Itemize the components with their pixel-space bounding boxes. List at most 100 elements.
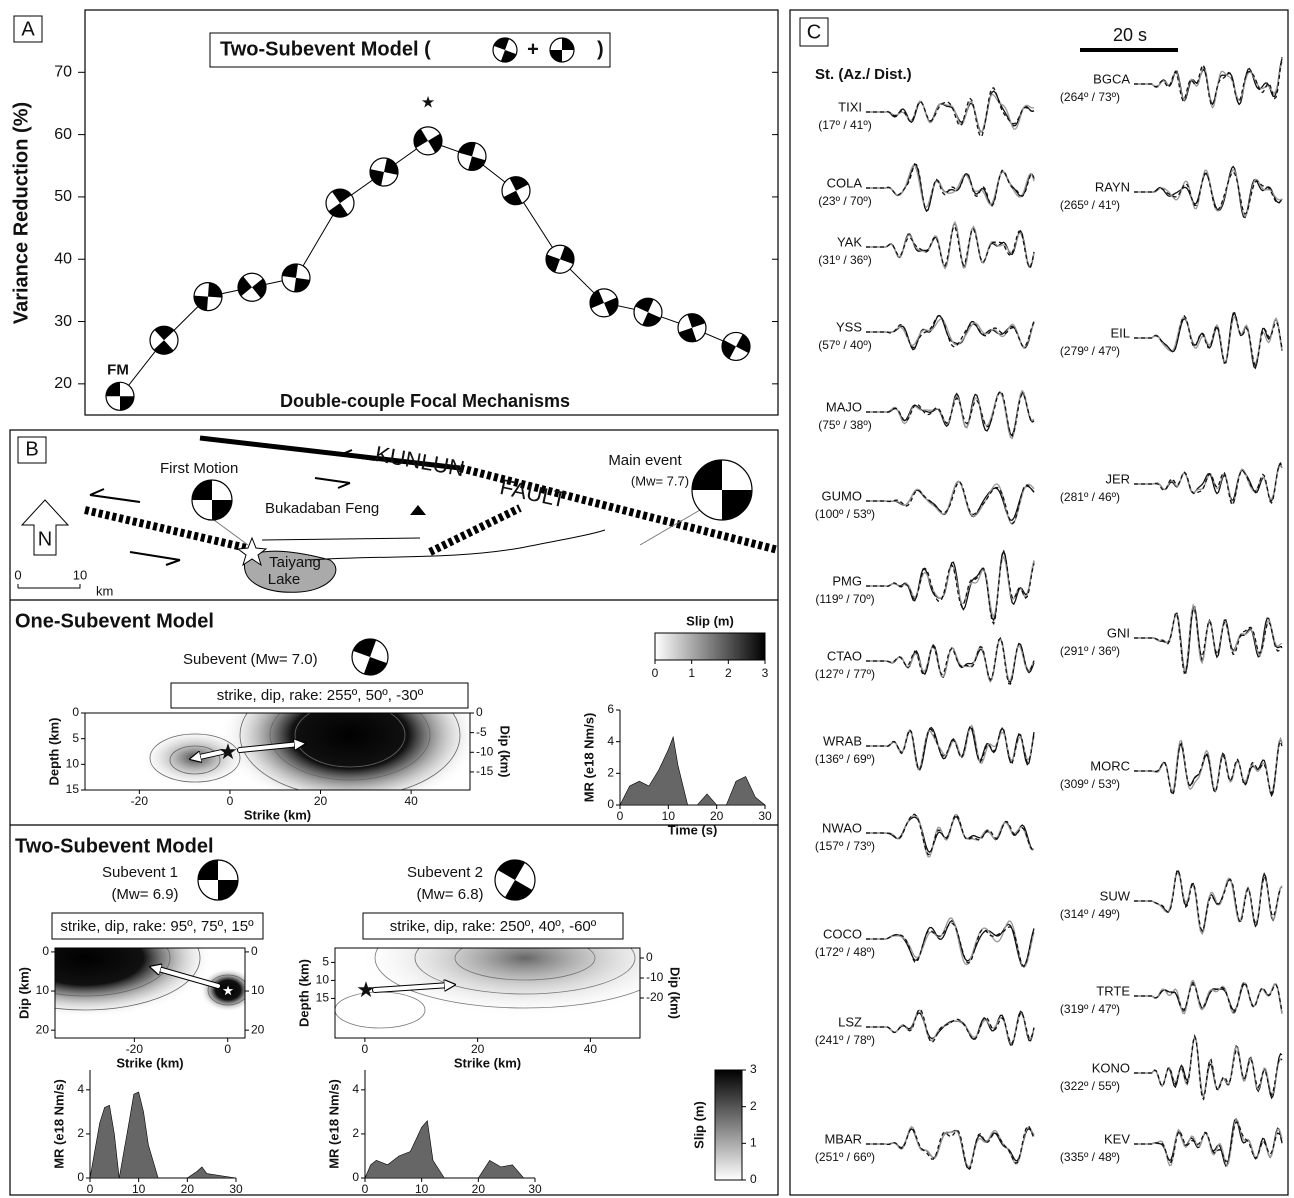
label: N: [38, 528, 52, 550]
label: 10: [251, 983, 265, 997]
slip-map-2: [55, 948, 245, 1018]
compression-quadrant: [635, 298, 654, 313]
waveform: [866, 481, 1035, 525]
label: (23º / 70º): [818, 194, 871, 208]
label: (57º / 40º): [818, 338, 871, 352]
label: km: [96, 583, 113, 598]
waveform: [866, 922, 1035, 968]
rupture-arrows: ★ ★ ★: [155, 739, 450, 1002]
waveform: [866, 917, 1035, 969]
label: (Mw= 6.9): [111, 886, 178, 903]
waveform: [866, 555, 1035, 618]
label: Main event: [608, 452, 682, 469]
panel-b-frame: [9, 429, 779, 1196]
label: (335º / 48º): [1060, 1150, 1120, 1164]
label: NWAO: [822, 820, 862, 835]
compression-quadrant: [331, 189, 352, 204]
label: 60: [54, 126, 72, 143]
label: (251º / 66º): [815, 1150, 875, 1164]
moment-rate: [364, 1119, 535, 1179]
waveform: [1134, 981, 1283, 1013]
compression-quadrant: [414, 128, 428, 149]
waveform: [866, 816, 1034, 854]
waveform: [866, 93, 1035, 133]
label: 4: [77, 1082, 84, 1096]
label: 0: [652, 666, 659, 680]
label: MR (e18 Nm/s): [326, 1079, 341, 1169]
compression-quadrant: [208, 282, 222, 298]
label: Time (s): [138, 1195, 188, 1198]
hypocenter-star: ★: [218, 739, 238, 764]
peak-marker: [410, 505, 426, 515]
compression-quadrant: [384, 158, 398, 175]
label-boxes: [13, 15, 829, 940]
label: 10: [415, 1182, 429, 1196]
waveform: [1134, 607, 1283, 675]
compression-quadrant: [678, 327, 697, 342]
label: -5: [476, 725, 487, 739]
compression-quadrant: [503, 190, 523, 205]
waveform: [866, 87, 1035, 138]
label: KONO: [1092, 1060, 1130, 1075]
compression-quadrant: [363, 657, 387, 675]
label: Depth (km): [46, 718, 61, 786]
compression-quadrant: [154, 326, 175, 341]
label: MAJO: [826, 399, 862, 414]
waveform: [866, 636, 1035, 685]
label: BGCA: [1093, 71, 1130, 86]
label: 10: [73, 567, 87, 582]
fault-trace: [261, 537, 421, 541]
label: (100º / 53º): [815, 507, 875, 521]
label: 20: [710, 809, 724, 823]
focal-mechanism: [351, 638, 389, 676]
label: 0: [77, 1170, 84, 1184]
label: C: [807, 21, 821, 43]
label: (279º / 47º): [1060, 344, 1120, 358]
waveform: [1134, 171, 1283, 215]
label: 4: [352, 1082, 359, 1096]
map: [17, 435, 779, 593]
label: 20: [181, 1182, 195, 1196]
label: (17º / 41º): [818, 118, 871, 132]
compression-quadrant: [604, 297, 618, 316]
label: Slip (m): [691, 1101, 706, 1149]
label: Time (s): [425, 1195, 475, 1198]
lake: [244, 550, 337, 593]
compression-quadrant: [692, 460, 722, 490]
label: WRAB: [823, 733, 862, 748]
plot-frame: [54, 947, 246, 1039]
slip-patch: [355, 948, 640, 1018]
waveform: [866, 162, 1035, 213]
label: 10: [662, 809, 676, 823]
waveform: [866, 813, 1035, 858]
compression-quadrant: [212, 500, 232, 520]
label: (172º / 48º): [815, 945, 875, 959]
label: (291º / 36º): [1060, 644, 1120, 658]
label: Bukadaban Feng: [265, 500, 379, 517]
compression-quadrant: [353, 639, 377, 657]
waveform: [866, 225, 1035, 268]
compression-quadrant: [546, 254, 560, 273]
focal-mechanism: [191, 479, 233, 521]
label: 15: [66, 782, 80, 796]
slip-map-3: [335, 948, 640, 1029]
label: MBAR: [824, 1131, 862, 1146]
panel-frames: [9, 9, 1289, 1196]
label: (Mw= 7.7): [631, 473, 689, 488]
label: (241º / 78º): [815, 1033, 875, 1047]
label: COCO: [823, 926, 862, 941]
waveform: [866, 390, 1035, 438]
label: 20: [36, 1022, 50, 1036]
label: 0: [476, 705, 483, 719]
compression-quadrant: [282, 263, 298, 278]
label: (75º / 38º): [818, 418, 871, 432]
label: TRTE: [1096, 983, 1130, 998]
label: Subevent 1: [102, 864, 178, 881]
focal-mechanism: [281, 263, 311, 293]
compression-quadrant: [505, 880, 533, 901]
colorbar: [654, 632, 766, 661]
label: Double-couple Focal Mechanisms: [280, 391, 570, 411]
waveform: [866, 389, 1035, 440]
label: (319º / 47º): [1060, 1002, 1120, 1016]
label: GNI: [1107, 625, 1130, 640]
